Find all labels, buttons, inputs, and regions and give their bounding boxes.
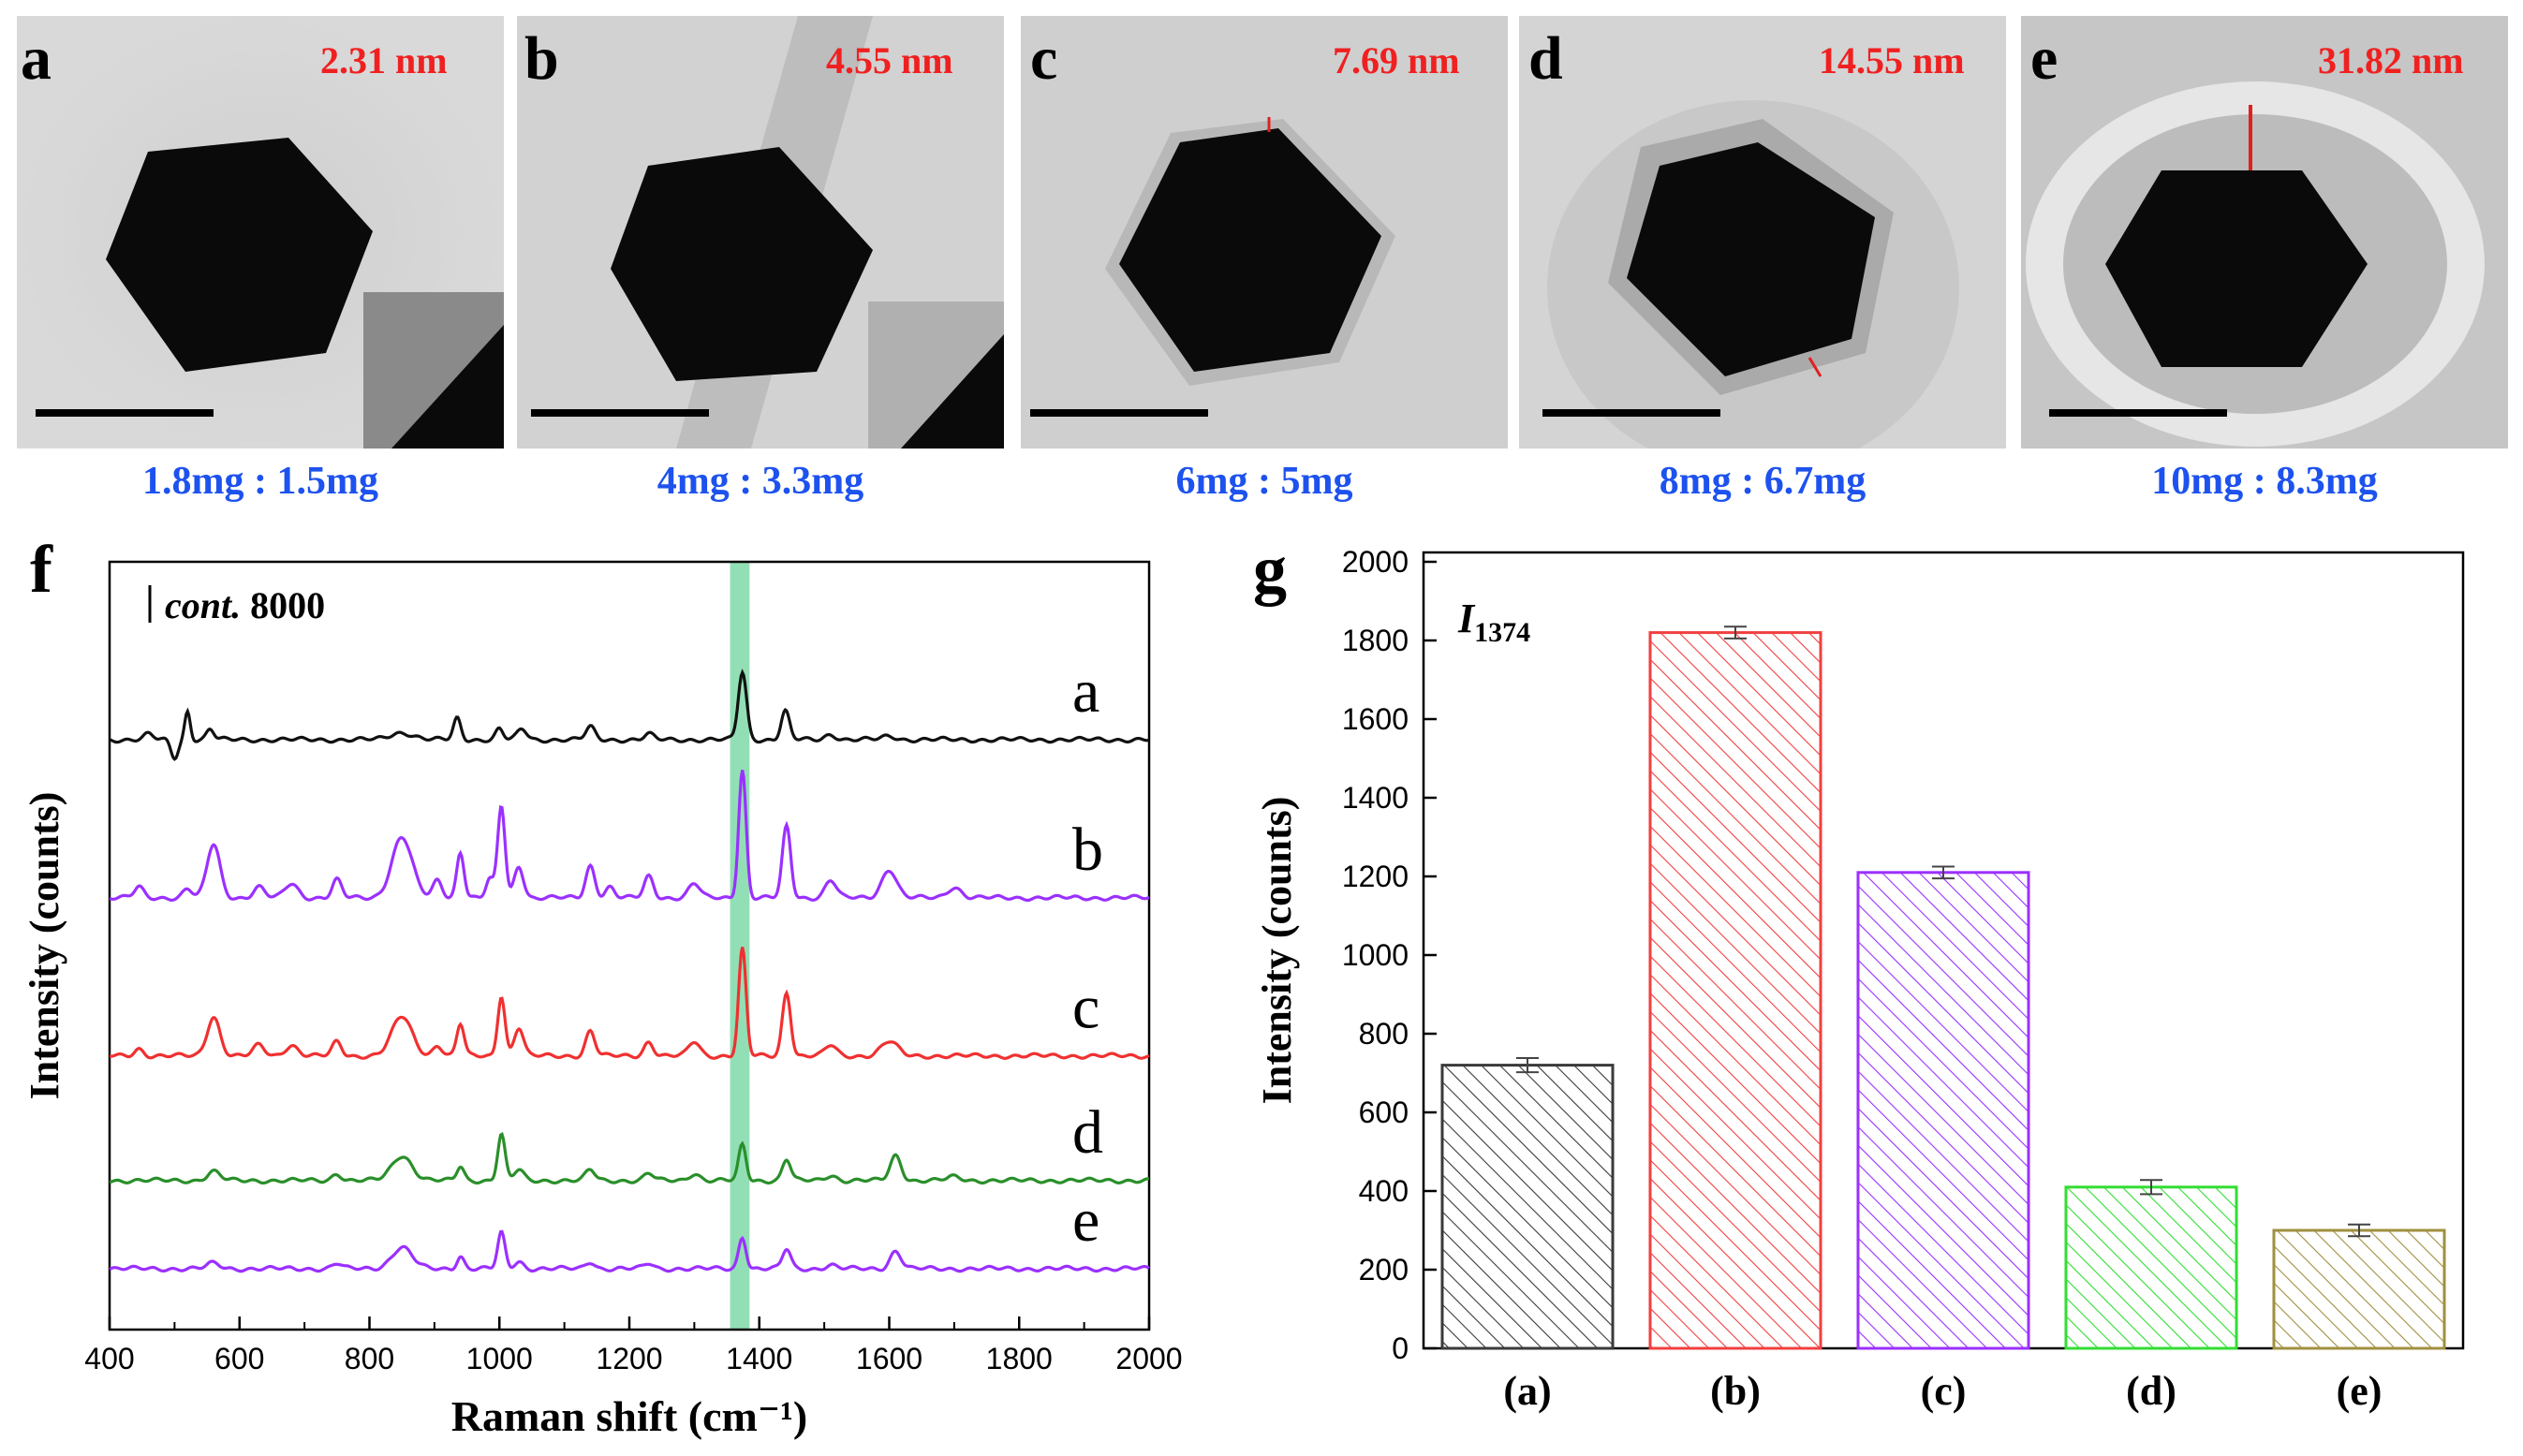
tem-panel-e [2021,16,2508,449]
panel-label-b: b [524,24,559,93]
x-tick-label-e: (e) [2337,1368,2383,1414]
x-tick-label-d: (d) [2126,1368,2176,1414]
tem-panel-a [17,16,504,449]
bar-a [1440,1064,1615,1350]
intensity-bar-chart: g 0200400600800100012001400160018002000 … [1253,532,2465,1414]
series-label-c: c [1072,974,1099,1042]
mass-ratio-c: 6mg : 5mg [1175,460,1353,503]
bar-e [2272,1228,2446,1350]
x-tick-label-1000: 1000 [466,1342,533,1375]
y-axis-label-f: Intensity (counts) [22,792,67,1100]
x-tick-label-400: 400 [84,1342,134,1375]
x-tick-label-1200: 1200 [596,1342,662,1375]
series-label-d: d [1072,1098,1103,1167]
mass-ratio-e: 10mg : 8.3mg [2151,460,2378,503]
x-axis-label-f: Raman shift (cm⁻¹) [451,1392,807,1440]
panel-label-c: c [1030,24,1058,93]
scale-bar-label: cont. 8000 [165,584,325,626]
panel-label-d: d [1528,24,1563,93]
y-axis-label-g: Intensity (counts) [1254,797,1300,1105]
shell-thickness-d: 14.55 nm [1819,39,1965,81]
bar-c [1856,871,2030,1350]
y-tick-label-400: 400 [1359,1174,1409,1208]
bar-b [1648,631,1822,1350]
y-tick-label-1000: 1000 [1342,938,1409,972]
x-tick-label-b: (b) [1710,1368,1761,1414]
series-label-e: e [1072,1186,1099,1255]
spectrum-line-b [109,770,1150,903]
x-tick-label-800: 800 [345,1342,394,1375]
mass-ratio-a: 1.8mg : 1.5mg [142,460,378,503]
spectrum-line-e [109,1229,1150,1273]
series-label-a: a [1072,657,1099,726]
shell-thickness-a: 2.31 nm [320,39,448,81]
y-tick-label-200: 200 [1359,1253,1409,1287]
x-tick-label-c: (c) [1921,1368,1967,1414]
x-tick-label-1800: 1800 [986,1342,1053,1375]
raman-spectra-chart: f a b cde 400 600 800 1000 1200 1400 1600 1800 200… [22,532,1183,1440]
y-tick-label-0: 0 [1392,1331,1409,1365]
panel-label-e: e [2030,24,2058,93]
shell-thickness-b: 4.55 nm [826,39,953,81]
spectrum-line-d [109,1131,1149,1185]
y-tick-label-1200: 1200 [1342,860,1409,893]
mass-ratio-d: 8mg : 6.7mg [1659,460,1866,503]
x-tick-label-a: (a) [1503,1368,1551,1414]
y-tick-label-2000: 2000 [1342,545,1409,579]
plot-frame-f [108,560,1151,1331]
x-tick-label-1600: 1600 [856,1342,922,1375]
panel-label-g: g [1253,532,1287,607]
y-tick-label-1600: 1600 [1342,702,1409,736]
mass-ratio-b: 4mg : 3.3mg [657,460,864,503]
y-tick-label-600: 600 [1359,1096,1409,1129]
y-tick-label-1400: 1400 [1342,781,1409,815]
bar-d [2064,1185,2238,1350]
highlight-band-1374 [730,562,750,1330]
shell-thickness-e: 31.82 nm [2318,39,2464,81]
y-tick-label-800: 800 [1359,1017,1409,1051]
panel-label-f: f [30,532,53,607]
tem-panel-c [1021,16,1508,449]
y-tick-label-1800: 1800 [1342,624,1409,657]
x-tick-label-600: 600 [214,1342,264,1375]
x-tick-label-1400: 1400 [726,1342,792,1375]
panel-label-a: a [21,24,52,93]
shell-thickness-c: 7.69 nm [1333,39,1460,81]
spectrum-line-a [109,669,1150,761]
x-tick-label-2000: 2000 [1115,1342,1182,1375]
series-label-b: b [1072,816,1103,884]
tem-panel-b [517,16,1004,449]
tem-panel-d [1519,16,2006,449]
chart-title-g: I1374 [1457,596,1530,648]
spectrum-line-c [109,947,1150,1061]
